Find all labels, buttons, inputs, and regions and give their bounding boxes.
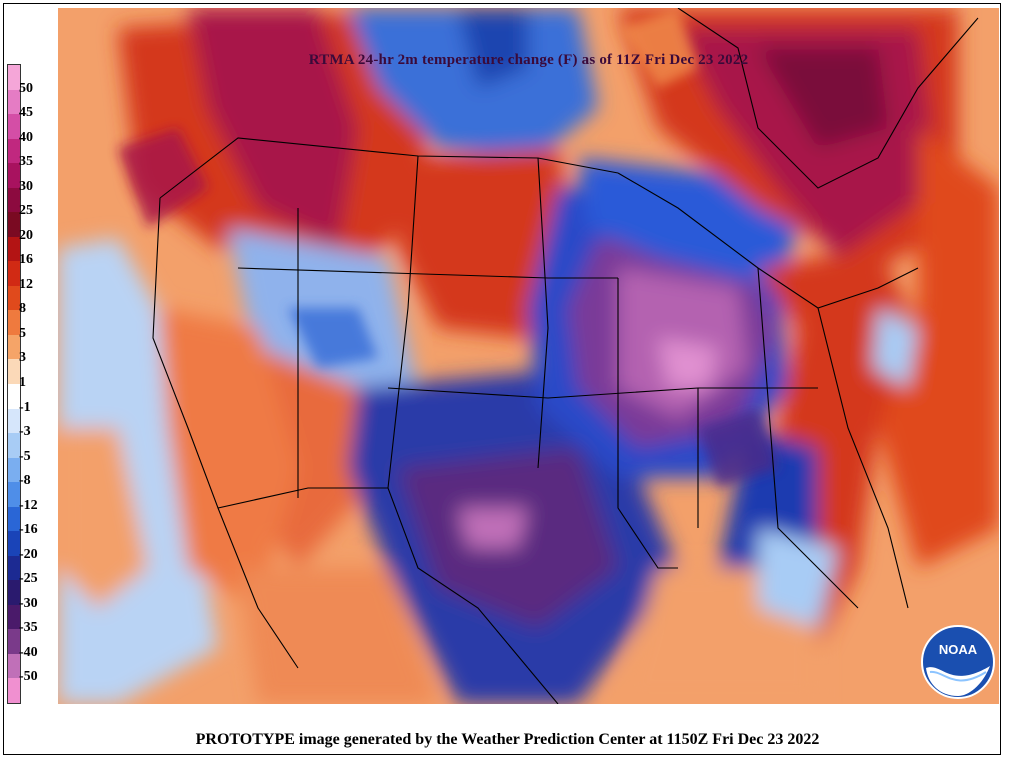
legend-label: -25 <box>19 571 38 587</box>
legend-swatch <box>8 506 20 532</box>
legend-swatch <box>8 65 20 90</box>
legend-swatch <box>8 285 20 311</box>
footer-caption: PROTOTYPE image generated by the Weather… <box>195 731 820 748</box>
legend-swatch <box>8 138 20 164</box>
map-title: RTMA 24-hr 2m temperature change (F) as … <box>308 52 749 68</box>
legend-label: 25 <box>19 203 33 219</box>
legend-swatch <box>8 187 20 213</box>
legend-swatch <box>8 114 20 140</box>
legend-swatch <box>8 212 20 238</box>
legend-label: 50 <box>19 80 33 96</box>
legend-label: 30 <box>19 178 33 194</box>
legend-swatch <box>8 457 20 483</box>
legend-swatch <box>8 580 20 606</box>
legend-swatch <box>8 163 20 189</box>
legend-label: -30 <box>19 595 38 611</box>
legend-swatch <box>8 334 20 360</box>
legend-label: -35 <box>19 620 38 636</box>
legend-label: 45 <box>19 105 33 121</box>
legend-label: 16 <box>19 252 33 268</box>
legend-label: -12 <box>19 497 38 513</box>
color-legend <box>7 64 21 704</box>
svg-text:NOAA: NOAA <box>939 642 978 657</box>
legend-swatch <box>8 629 20 655</box>
legend-label: 8 <box>19 301 26 317</box>
legend-swatch <box>8 359 20 385</box>
legend-label: -40 <box>19 644 38 660</box>
legend-swatch <box>8 408 20 434</box>
legend-label: -3 <box>19 424 31 440</box>
legend-label: 40 <box>19 129 33 145</box>
legend-label: 20 <box>19 227 33 243</box>
political-borders <box>152 8 979 704</box>
legend-swatch <box>8 482 20 508</box>
legend-swatch <box>8 555 20 581</box>
temperature-change-map <box>58 8 999 704</box>
legend-label: -1 <box>19 399 31 415</box>
noaa-logo: NOAA <box>921 625 995 699</box>
legend-swatch <box>8 89 20 115</box>
legend-label: 35 <box>19 154 33 170</box>
legend-swatch <box>8 261 20 287</box>
legend-swatch <box>8 531 20 557</box>
legend-label: 12 <box>19 276 33 292</box>
legend-swatch <box>8 236 20 262</box>
legend-swatch <box>8 384 20 409</box>
legend-label: -20 <box>19 546 38 562</box>
legend-swatch <box>8 604 20 630</box>
legend-swatch <box>8 653 20 679</box>
legend-label: -16 <box>19 522 38 538</box>
legend-label: 5 <box>19 325 26 341</box>
legend-label: -5 <box>19 448 31 464</box>
legend-label: -8 <box>19 473 31 489</box>
legend-label: 1 <box>19 375 26 390</box>
legend-swatch <box>8 433 20 459</box>
legend-swatch <box>8 310 20 336</box>
legend-label: 3 <box>19 350 26 366</box>
legend-swatch <box>8 678 20 704</box>
legend-label: -50 <box>19 669 38 685</box>
